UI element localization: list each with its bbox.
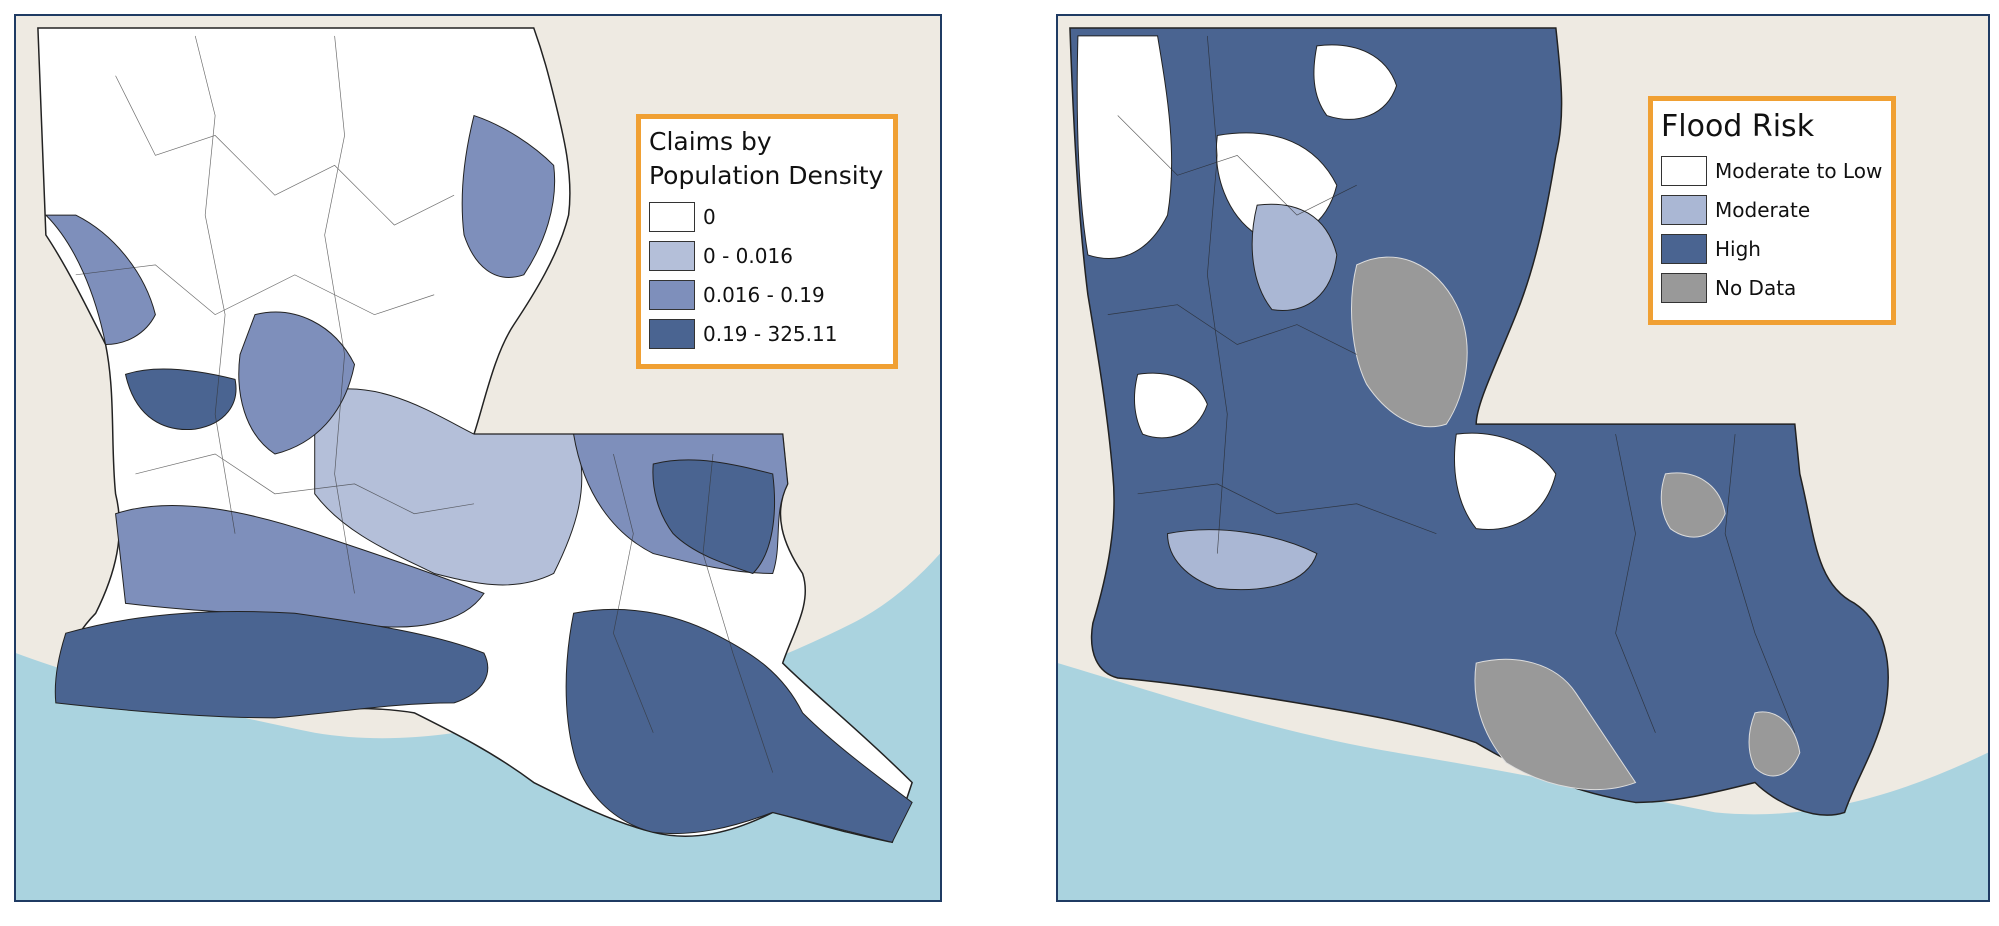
flood-region-moderate-low [1133,372,1208,439]
flood-region-no-data [1748,711,1801,777]
claims-region-mid-north [461,114,556,278]
claims-region-high-coast [54,611,489,719]
claims-region-high-west [124,368,237,431]
claims-map [16,27,940,900]
flood-region-no-data [1474,658,1637,791]
legend-item: 0 [649,197,885,236]
legend-swatch [1661,233,1707,264]
gulf-water [1058,663,1988,900]
claims-region-high-east [652,459,775,575]
parish-boundaries [75,35,774,773]
flood-region-moderate [1167,529,1318,591]
flood-risk-legend: Flood Risk Moderate to Low Moderate High… [1648,96,1896,325]
claims-legend: Claims by Population Density 0 0 - 0.016… [636,114,898,369]
claims-map-panel: Claims by Population Density 0 0 - 0.016… [14,14,942,902]
legend-label: Moderate to Low [1715,158,1883,183]
legend-label: 0.19 - 325.11 [703,321,838,346]
legend-item: Moderate to Low [1661,151,1883,190]
claims-region-low [314,388,583,586]
legend-label: High [1715,236,1761,261]
flood-region-no-data [1660,472,1726,538]
flood-risk-map [1058,27,1988,900]
legend-label: No Data [1715,275,1797,300]
legend-label: 0 - 0.016 [703,243,793,268]
legend-label: 0 [703,204,716,229]
claims-region-high-delta [565,608,913,843]
flood-region-moderate-low [1454,432,1557,530]
legend-title-line-1: Claims by [649,127,772,156]
parish-boundaries [1107,35,1796,733]
claims-region-mid-west [44,214,156,346]
legend-label: 0.016 - 0.19 [703,282,825,307]
legend-item: No Data [1661,268,1883,307]
legend-swatch [1661,194,1707,225]
legend-swatch [649,240,695,271]
legend-swatch [1661,272,1707,303]
legend-swatch [649,201,695,232]
legend-swatch [1661,155,1707,186]
legend-item: Moderate [1661,190,1883,229]
legend-item: 0.19 - 325.11 [649,314,885,353]
flood-region-moderate-low [1076,35,1173,259]
legend-label: Moderate [1715,197,1811,222]
legend-title: Claims by Population Density [649,125,885,193]
legend-swatch [649,318,695,349]
flood-region-moderate [1251,203,1338,311]
flood-region-moderate-low [1313,44,1398,120]
legend-title: Flood Risk [1661,109,1815,144]
flood-risk-map-panel: Flood Risk Moderate to Low Moderate High… [1056,14,1990,902]
legend-item: 0.016 - 0.19 [649,275,885,314]
legend-swatch [649,279,695,310]
claims-region-mid-center [238,311,356,455]
flood-region-no-data [1351,256,1468,428]
legend-item: 0 - 0.016 [649,236,885,275]
legend-title-line-2: Population Density [649,161,884,190]
legend-item: High [1661,229,1883,268]
